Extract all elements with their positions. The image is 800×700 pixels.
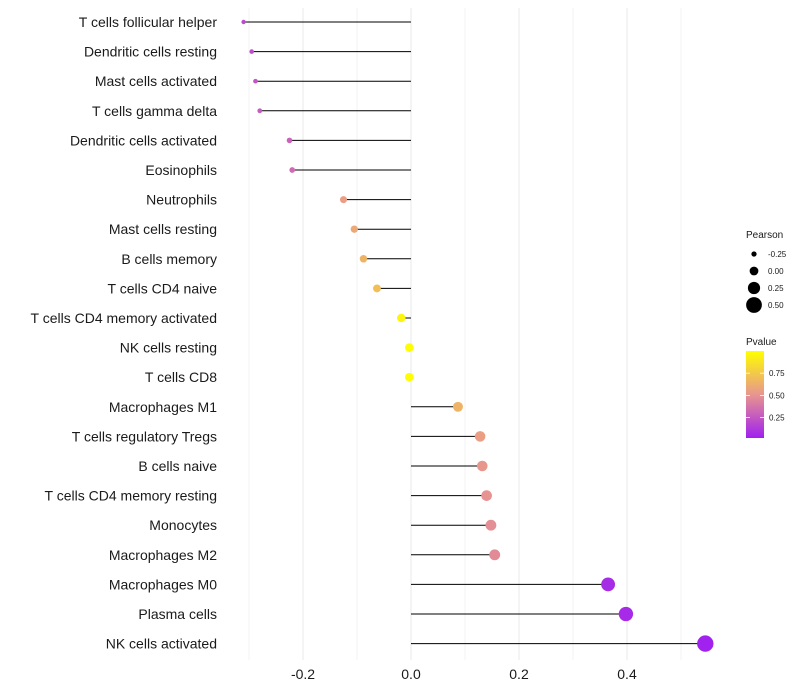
lollipop-point-14 <box>474 431 486 442</box>
category-label-9: T cells CD4 naive <box>108 280 218 296</box>
size-legend-title: Pearson <box>746 230 783 241</box>
lollipop-point-9 <box>373 284 381 293</box>
lollipop-point-17 <box>485 519 497 531</box>
lollipop-point-4 <box>286 137 293 144</box>
lollipop-point-13 <box>453 401 463 412</box>
lollipop-point-2 <box>253 78 258 84</box>
color-legend-label-1: 0.50 <box>769 391 785 400</box>
lollipop-point-5 <box>289 167 296 173</box>
lollipop-point-1 <box>249 49 255 54</box>
lollipop-point-16 <box>481 490 492 501</box>
x-tick-label-2: 0.2 <box>509 666 529 682</box>
lollipop-point-7 <box>350 225 358 233</box>
category-label-13: Macrophages M1 <box>109 399 217 415</box>
category-label-6: Neutrophils <box>146 192 217 208</box>
lollipop-point-8 <box>359 255 368 263</box>
lollipop-point-10 <box>397 313 406 323</box>
lollipop-point-19 <box>601 577 616 592</box>
x-tick-label-0: -0.2 <box>291 666 315 682</box>
size-legend-key-0 <box>751 251 757 257</box>
size-legend-key-1 <box>749 266 759 276</box>
size-legend-label-1: 0.00 <box>768 267 784 276</box>
color-legend-label-2: 0.75 <box>769 369 785 378</box>
color-legend-bar <box>746 351 764 438</box>
size-legend-key-3 <box>746 297 762 313</box>
lollipop-point-3 <box>257 108 263 114</box>
category-label-12: T cells CD8 <box>145 369 217 385</box>
lollipop-point-15 <box>476 460 488 472</box>
size-legend-key-2 <box>747 281 761 295</box>
x-tick-label-1: 0.0 <box>401 666 421 682</box>
lollipop-point-12 <box>405 372 414 382</box>
category-label-8: B cells memory <box>121 251 217 267</box>
size-legend-label-2: 0.25 <box>768 284 784 293</box>
lollipop-point-18 <box>489 549 501 561</box>
category-label-4: Dendritic cells activated <box>70 132 217 148</box>
color-legend-title: Pvalue <box>746 337 777 348</box>
color-legend-label-0: 0.25 <box>769 414 785 423</box>
category-label-11: NK cells resting <box>120 340 217 356</box>
category-label-14: T cells regulatory Tregs <box>72 428 217 444</box>
category-label-20: Plasma cells <box>138 606 217 622</box>
category-label-19: Macrophages M0 <box>109 576 217 592</box>
size-legend-label-0: -0.25 <box>768 250 787 259</box>
category-label-5: Eosinophils <box>145 162 217 178</box>
category-label-0: T cells follicular helper <box>79 14 218 30</box>
category-label-3: T cells gamma delta <box>92 103 217 119</box>
lollipop-point-0 <box>241 19 246 25</box>
category-label-16: T cells CD4 memory resting <box>45 488 217 504</box>
category-label-1: Dendritic cells resting <box>84 44 217 60</box>
lollipop-point-21 <box>697 635 714 652</box>
lollipop-point-6 <box>340 196 347 204</box>
x-tick-label-3: 0.4 <box>617 666 637 682</box>
category-label-10: T cells CD4 memory activated <box>31 310 217 326</box>
category-label-17: Monocytes <box>149 517 217 533</box>
lollipop-point-11 <box>405 343 414 352</box>
lollipop-point-20 <box>618 606 634 622</box>
category-label-18: Macrophages M2 <box>109 547 217 563</box>
category-label-15: B cells naive <box>138 458 217 474</box>
size-legend-label-3: 0.50 <box>768 301 784 310</box>
category-label-21: NK cells activated <box>106 636 217 652</box>
category-label-7: Mast cells resting <box>109 221 217 237</box>
category-label-2: Mast cells activated <box>95 73 217 89</box>
